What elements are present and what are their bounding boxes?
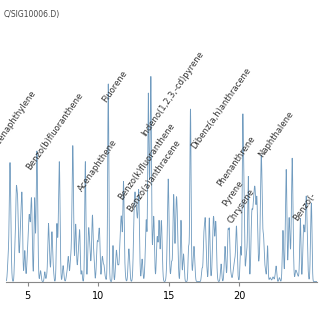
Text: Phenanthrene: Phenanthrene — [215, 135, 256, 188]
Text: Benzo(k)fluoranthene: Benzo(k)fluoranthene — [116, 121, 176, 201]
Text: Indeno(1,2,3,-cd)pyrene: Indeno(1,2,3,-cd)pyrene — [140, 49, 206, 138]
Text: C/SIG10006.D): C/SIG10006.D) — [3, 10, 60, 19]
Text: Benzo(b)fluoranthene: Benzo(b)fluoranthene — [24, 91, 85, 172]
Text: Naphthalene: Naphthalene — [257, 109, 296, 159]
Text: Acenaphthene: Acenaphthene — [76, 138, 119, 193]
Text: Pyrene: Pyrene — [220, 178, 245, 208]
Text: Dibenz(a,h)anthracene: Dibenz(a,h)anthracene — [189, 66, 252, 150]
Text: Acenaphthylene: Acenaphthylene — [0, 89, 39, 150]
Text: Benzo(-: Benzo(- — [291, 191, 317, 222]
Text: Fluorene: Fluorene — [100, 68, 129, 104]
Text: Chrysene: Chrysene — [226, 187, 257, 225]
Text: Benzo(a)anthracene: Benzo(a)anthracene — [126, 139, 183, 214]
